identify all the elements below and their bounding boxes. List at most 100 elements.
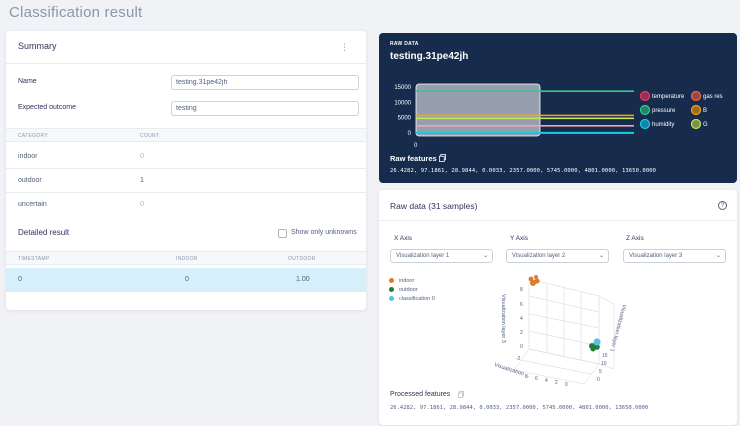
viz-header: Raw data (31 samples) ? (379, 190, 737, 221)
copy-icon[interactable] (439, 154, 446, 162)
z-tick-label: 2 (520, 330, 523, 336)
category-table-header: CATEGORY COUNT (6, 128, 366, 142)
expected-field-row: Expected outcome (18, 101, 359, 117)
z-axis-selected: Visualization layer 3 (629, 253, 683, 259)
category-cell: indoor (18, 153, 38, 160)
detailed-result-title: Detailed result (18, 228, 70, 237)
3d-scatter-plot[interactable]: 8 6 4 2 0 -2 15 10 5 0 8 6 4 2 0 Visuali… (489, 274, 649, 389)
x-tick-label: 0 (414, 143, 418, 149)
legend-marker[interactable] (690, 104, 702, 116)
data-point-classification[interactable] (593, 338, 601, 346)
y-tick-label: 10000 (394, 100, 411, 106)
copy-icon[interactable] (458, 391, 464, 398)
y-axis-title: Visualization layer 1 (608, 303, 626, 352)
z-tick-label: 0 (520, 344, 523, 350)
y-tick-label: 15 (602, 353, 608, 359)
y-tick-label: 5 (599, 369, 602, 375)
raw-data-card: RAW DATA testing.31pe42jh 15000 10000 5000… (379, 33, 737, 183)
column-header-outdoor[interactable]: OUTDOOR (288, 256, 316, 262)
raw-features-value: 26.4282, 97.1861, 28.9844, 0.0033, 2357.… (390, 168, 657, 174)
x-axis-label: X Axis (394, 235, 413, 242)
x-tick-label: 4 (545, 378, 548, 384)
timestamp-cell: 0 (18, 276, 22, 283)
processed-features-title: Processed features (390, 391, 451, 398)
legend-label[interactable]: pressure (652, 108, 676, 114)
table-row: indoor 0 (6, 145, 366, 169)
table-row: uncertain 0 (6, 193, 366, 217)
x-axis-selected: Visualization layer 1 (396, 253, 450, 259)
column-header-category[interactable]: CATEGORY (18, 133, 48, 139)
column-header-count[interactable]: COUNT (140, 133, 160, 139)
y-axis-selected: Visualization layer 2 (512, 253, 566, 259)
name-label: Name (18, 78, 37, 85)
y-tick-label: 15000 (394, 85, 411, 91)
category-cell: uncertain (18, 201, 47, 208)
legend-item-indoor[interactable]: indoor (389, 278, 414, 284)
show-unknowns-label[interactable]: Show only unknowns (291, 229, 357, 236)
legend-marker[interactable] (639, 90, 651, 102)
raw-features-title: Raw features (390, 154, 437, 163)
expected-outcome-input[interactable] (171, 101, 359, 116)
count-cell: 0 (140, 153, 144, 160)
viz-title: Raw data (31 samples) (390, 201, 478, 211)
legend-marker[interactable] (690, 90, 702, 102)
x-tick-label: 6 (535, 376, 538, 382)
x-axis-title: Visualization ... (493, 362, 530, 379)
name-field-row: Name (18, 75, 359, 91)
legend-item-classification[interactable]: classification 0 (389, 296, 435, 302)
x-tick-label: 8 (525, 374, 528, 380)
legend-item-outdoor[interactable]: outdoor (389, 287, 418, 293)
summary-header: Summary ⋮ (6, 31, 366, 64)
table-row-selected[interactable]: 0 0 1.00 (6, 268, 366, 292)
data-point-outdoor[interactable] (590, 346, 596, 352)
outdoor-cell: 1.00 (296, 276, 310, 283)
z-tick-label: 4 (520, 316, 523, 322)
raw-data-chart: 15000 10000 5000 0 0 temperature gas res pres… (394, 83, 723, 149)
category-cell: outdoor (18, 177, 42, 184)
data-point-indoor[interactable] (534, 275, 538, 279)
legend-dot (389, 287, 394, 293)
x-tick-label: 0 (565, 382, 568, 388)
y-axis-select[interactable]: Visualization layer 2 ⌄ (506, 249, 609, 263)
legend-label: indoor (399, 278, 415, 284)
legend-label: classification 0 (399, 296, 435, 302)
z-axis-select[interactable]: Visualization layer 3 ⌄ (623, 249, 726, 263)
z-tick-label: 8 (520, 287, 523, 293)
processed-features-value: 26.4282, 97.1861, 28.9844, 0.0033, 2357.… (390, 405, 649, 411)
z-axis-title: Visualization layer 3 (500, 294, 506, 343)
legend-label[interactable]: G (703, 122, 708, 128)
data-point-outdoor[interactable] (594, 344, 600, 350)
data-point-indoor[interactable] (534, 278, 540, 284)
more-vertical-icon[interactable]: ⋮ (340, 42, 349, 52)
legend-marker[interactable] (639, 104, 651, 116)
summary-title: Summary (18, 41, 57, 51)
legend-marker[interactable] (639, 118, 651, 130)
raw-data-visualization-card: Raw data (31 samples) ? X Axis Y Axis Z … (379, 190, 737, 425)
y-tick-label: 5000 (398, 116, 412, 122)
expected-outcome-label: Expected outcome (18, 104, 76, 111)
raw-sample-name: testing.31pe42jh (390, 51, 469, 62)
data-point-indoor[interactable] (528, 276, 534, 282)
raw-data-label: RAW DATA (390, 41, 419, 47)
column-header-indoor[interactable]: INDOOR (176, 256, 198, 262)
legend-label[interactable]: gas res (703, 94, 723, 100)
count-cell: 1 (140, 177, 144, 184)
z-axis-label: Z Axis (626, 235, 644, 242)
help-icon[interactable]: ? (718, 201, 727, 210)
chevron-down-icon: ⌄ (715, 253, 721, 259)
legend-label[interactable]: humidity (652, 122, 674, 128)
legend-marker[interactable] (690, 118, 702, 130)
chevron-down-icon: ⌄ (598, 253, 604, 259)
show-unknowns-checkbox[interactable] (278, 229, 287, 238)
x-axis-select[interactable]: Visualization layer 1 ⌄ (390, 249, 493, 263)
column-header-timestamp[interactable]: TIMESTAMP (18, 256, 50, 262)
indoor-cell: 0 (185, 276, 189, 283)
legend-label[interactable]: B (703, 108, 707, 114)
z-tick-label: -2 (516, 356, 521, 362)
count-cell: 0 (140, 201, 144, 208)
summary-card: Summary ⋮ Name Expected outcome CATEGORY… (6, 31, 366, 310)
y-axis-label: Y Axis (510, 235, 528, 242)
name-input[interactable] (171, 75, 359, 90)
legend-label[interactable]: temperature (652, 94, 685, 100)
chart-selection-window[interactable] (415, 83, 541, 137)
